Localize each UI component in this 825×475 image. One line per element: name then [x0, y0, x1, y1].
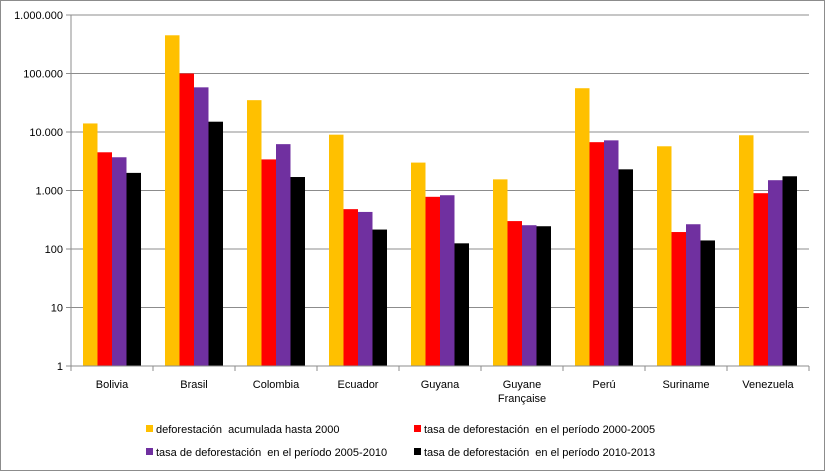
- legend-label: tasa de deforestación en el período 2005…: [156, 447, 387, 459]
- bar-1: [83, 123, 98, 366]
- bar-4: [700, 240, 715, 366]
- y-axis-tick-labels: 1 10 100 1.000 10.000 100.000 1.000.000: [14, 10, 63, 373]
- x-category-label: Suriname: [662, 379, 709, 391]
- x-category-label: Perú: [592, 379, 615, 391]
- bar-1: [247, 100, 262, 366]
- bar-2: [179, 73, 194, 366]
- legend-swatch: [414, 448, 421, 455]
- bar-2: [507, 221, 522, 366]
- legend: deforestación acumulada hasta 2000 tasa d…: [146, 424, 655, 459]
- bar-1: [657, 146, 672, 366]
- y-tick-label: 1.000.000: [14, 10, 63, 22]
- bar-1: [329, 134, 344, 366]
- bar-2: [671, 232, 686, 366]
- bar-2: [753, 193, 768, 366]
- bar-4: [208, 121, 223, 366]
- x-category-label: Brasil: [180, 379, 208, 391]
- legend-swatch: [146, 425, 153, 432]
- bar-3: [276, 144, 291, 366]
- bar-2: [589, 142, 604, 366]
- legend-label: tasa de deforestación en el período 2010…: [424, 447, 655, 459]
- x-axis-category-labels: Bolivia Brasil Colombia Ecuador Guyana Guyane…: [96, 379, 795, 405]
- bar-1: [739, 135, 754, 366]
- bar-1: [493, 179, 508, 366]
- bar-2: [425, 196, 440, 366]
- bar-3: [768, 180, 783, 366]
- bar-2: [97, 152, 112, 366]
- bar-4: [290, 177, 305, 366]
- bar-3: [112, 157, 127, 366]
- bar-3: [522, 225, 537, 366]
- bar-4: [126, 172, 141, 366]
- bar-3: [194, 87, 209, 366]
- bar-1: [575, 88, 590, 366]
- legend-label: tasa de deforestación en el período 2000…: [424, 424, 655, 436]
- bar-4: [372, 229, 387, 366]
- bar-3: [686, 224, 701, 366]
- bar-3: [358, 211, 373, 366]
- bar-4: [782, 176, 797, 366]
- y-tick-label: 10: [51, 303, 63, 315]
- bar-3: [604, 140, 619, 366]
- bar-1: [165, 35, 180, 366]
- bars: [83, 35, 797, 366]
- y-tick-label: 100: [45, 244, 63, 256]
- y-tick-label: 10.000: [29, 127, 63, 139]
- x-category-label: Guyane Française: [498, 379, 546, 405]
- x-category-label: Colombia: [253, 379, 300, 391]
- y-tick-label: 1: [57, 361, 63, 373]
- bar-3: [440, 195, 455, 366]
- bar-4: [454, 243, 469, 366]
- bar-4: [618, 169, 633, 366]
- legend-swatch: [414, 425, 421, 432]
- y-tick-label: 100.000: [23, 69, 63, 81]
- legend-swatch: [146, 448, 153, 455]
- x-category-label: Bolivia: [96, 379, 129, 391]
- bar-2: [261, 159, 276, 366]
- x-category-label: Venezuela: [742, 379, 794, 391]
- bar-1: [411, 162, 426, 366]
- x-category-label: Guyana: [421, 379, 460, 391]
- y-tick-label: 1.000: [35, 186, 63, 198]
- legend-label: deforestación acumulada hasta 2000: [156, 424, 339, 436]
- bar-2: [343, 209, 358, 366]
- bar-4: [536, 226, 551, 366]
- axes: [70, 15, 810, 371]
- x-category-label: Ecuador: [338, 379, 379, 391]
